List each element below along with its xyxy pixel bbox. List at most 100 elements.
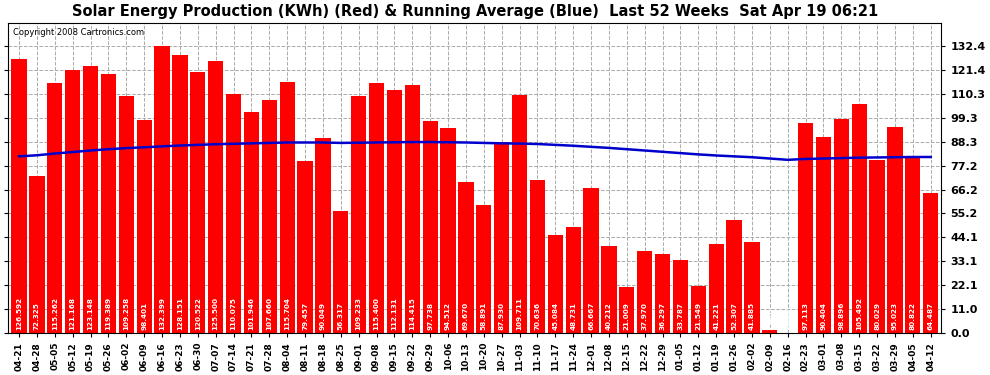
Bar (423, 121, 438, 333)
Bar (834, 118, 849, 333)
Text: 72.325: 72.325 (34, 302, 40, 330)
Bar (226, 94, 242, 333)
Bar (869, 159, 885, 333)
Text: 33.787: 33.787 (677, 302, 683, 330)
Text: 37.970: 37.970 (642, 302, 647, 330)
Bar (619, 287, 635, 333)
Text: Copyright 2008 Cartronics.com: Copyright 2008 Cartronics.com (13, 28, 145, 37)
Text: 56.317: 56.317 (338, 302, 344, 330)
Text: 120.522: 120.522 (195, 297, 201, 330)
Bar (172, 55, 187, 333)
Bar (154, 46, 169, 333)
Text: 66.667: 66.667 (588, 302, 594, 330)
Text: 126.592: 126.592 (16, 297, 22, 330)
Title: Solar Energy Production (KWh) (Red) & Running Average (Blue)  Last 52 Weeks  Sat: Solar Energy Production (KWh) (Red) & Ru… (71, 4, 878, 19)
Bar (244, 112, 259, 333)
Bar (798, 123, 813, 333)
Bar (261, 100, 277, 333)
Bar (316, 138, 331, 333)
Text: 97.113: 97.113 (803, 302, 809, 330)
Text: 21.549: 21.549 (695, 302, 701, 330)
Bar (601, 246, 617, 333)
Text: 107.660: 107.660 (266, 297, 272, 330)
Bar (547, 235, 563, 333)
Text: 90.404: 90.404 (821, 302, 827, 330)
Bar (387, 90, 402, 333)
Text: 52.307: 52.307 (731, 302, 738, 330)
Text: 69.670: 69.670 (463, 302, 469, 330)
Bar (48, 83, 62, 333)
Text: 80.822: 80.822 (910, 302, 916, 330)
Text: 101.946: 101.946 (248, 297, 254, 330)
Bar (65, 70, 80, 333)
Text: 128.151: 128.151 (177, 297, 183, 330)
Bar (530, 180, 545, 333)
Bar (83, 66, 98, 333)
Bar (12, 58, 27, 333)
Text: 48.731: 48.731 (570, 302, 576, 330)
Text: 98.401: 98.401 (142, 302, 148, 330)
Bar (638, 251, 652, 333)
Text: 121.168: 121.168 (69, 297, 75, 330)
Bar (30, 176, 45, 333)
Bar (744, 242, 759, 333)
Bar (137, 120, 151, 333)
Bar (727, 220, 742, 333)
Text: 58.891: 58.891 (481, 302, 487, 330)
Bar (816, 137, 831, 333)
Bar (334, 211, 348, 333)
Text: 114.415: 114.415 (409, 297, 416, 330)
Text: 132.399: 132.399 (159, 297, 165, 330)
Bar (476, 206, 491, 333)
Bar (691, 286, 706, 333)
Text: 87.930: 87.930 (499, 302, 505, 330)
Text: 119.389: 119.389 (106, 297, 112, 330)
Text: 1.413: 1.413 (767, 307, 773, 330)
Bar (208, 61, 224, 333)
Bar (494, 142, 509, 333)
Text: 105.492: 105.492 (856, 297, 862, 330)
Bar (887, 127, 903, 333)
Bar (458, 182, 473, 333)
Bar (673, 260, 688, 333)
Text: 97.738: 97.738 (428, 302, 434, 330)
Text: 110.075: 110.075 (231, 297, 237, 330)
Bar (297, 161, 313, 333)
Bar (851, 104, 867, 333)
Text: 109.711: 109.711 (517, 297, 523, 330)
Text: 80.029: 80.029 (874, 302, 880, 330)
Text: 112.131: 112.131 (391, 297, 397, 330)
Text: 123.148: 123.148 (87, 297, 94, 330)
Text: 45.084: 45.084 (552, 302, 558, 330)
Bar (565, 227, 581, 333)
Bar (369, 83, 384, 333)
Text: 94.512: 94.512 (446, 302, 451, 330)
Text: 115.262: 115.262 (51, 297, 57, 330)
Bar (405, 85, 420, 333)
Text: 21.009: 21.009 (624, 302, 630, 330)
Text: 79.457: 79.457 (302, 302, 308, 330)
Bar (905, 158, 921, 333)
Bar (279, 82, 295, 333)
Bar (101, 74, 116, 333)
Text: 90.049: 90.049 (320, 302, 326, 330)
Bar (441, 128, 455, 333)
Bar (583, 189, 599, 333)
Text: 40.212: 40.212 (606, 302, 612, 330)
Bar (709, 244, 724, 333)
Text: 41.221: 41.221 (713, 302, 719, 330)
Text: 125.500: 125.500 (213, 297, 219, 330)
Bar (512, 95, 527, 333)
Bar (119, 96, 134, 333)
Text: 109.233: 109.233 (355, 297, 361, 330)
Bar (190, 72, 205, 333)
Text: 115.704: 115.704 (284, 297, 290, 330)
Text: 36.297: 36.297 (659, 302, 665, 330)
Text: 70.636: 70.636 (535, 302, 541, 330)
Text: 115.400: 115.400 (373, 297, 379, 330)
Bar (351, 96, 366, 333)
Bar (923, 193, 939, 333)
Text: 95.023: 95.023 (892, 302, 898, 330)
Text: 41.885: 41.885 (749, 302, 755, 330)
Bar (655, 254, 670, 333)
